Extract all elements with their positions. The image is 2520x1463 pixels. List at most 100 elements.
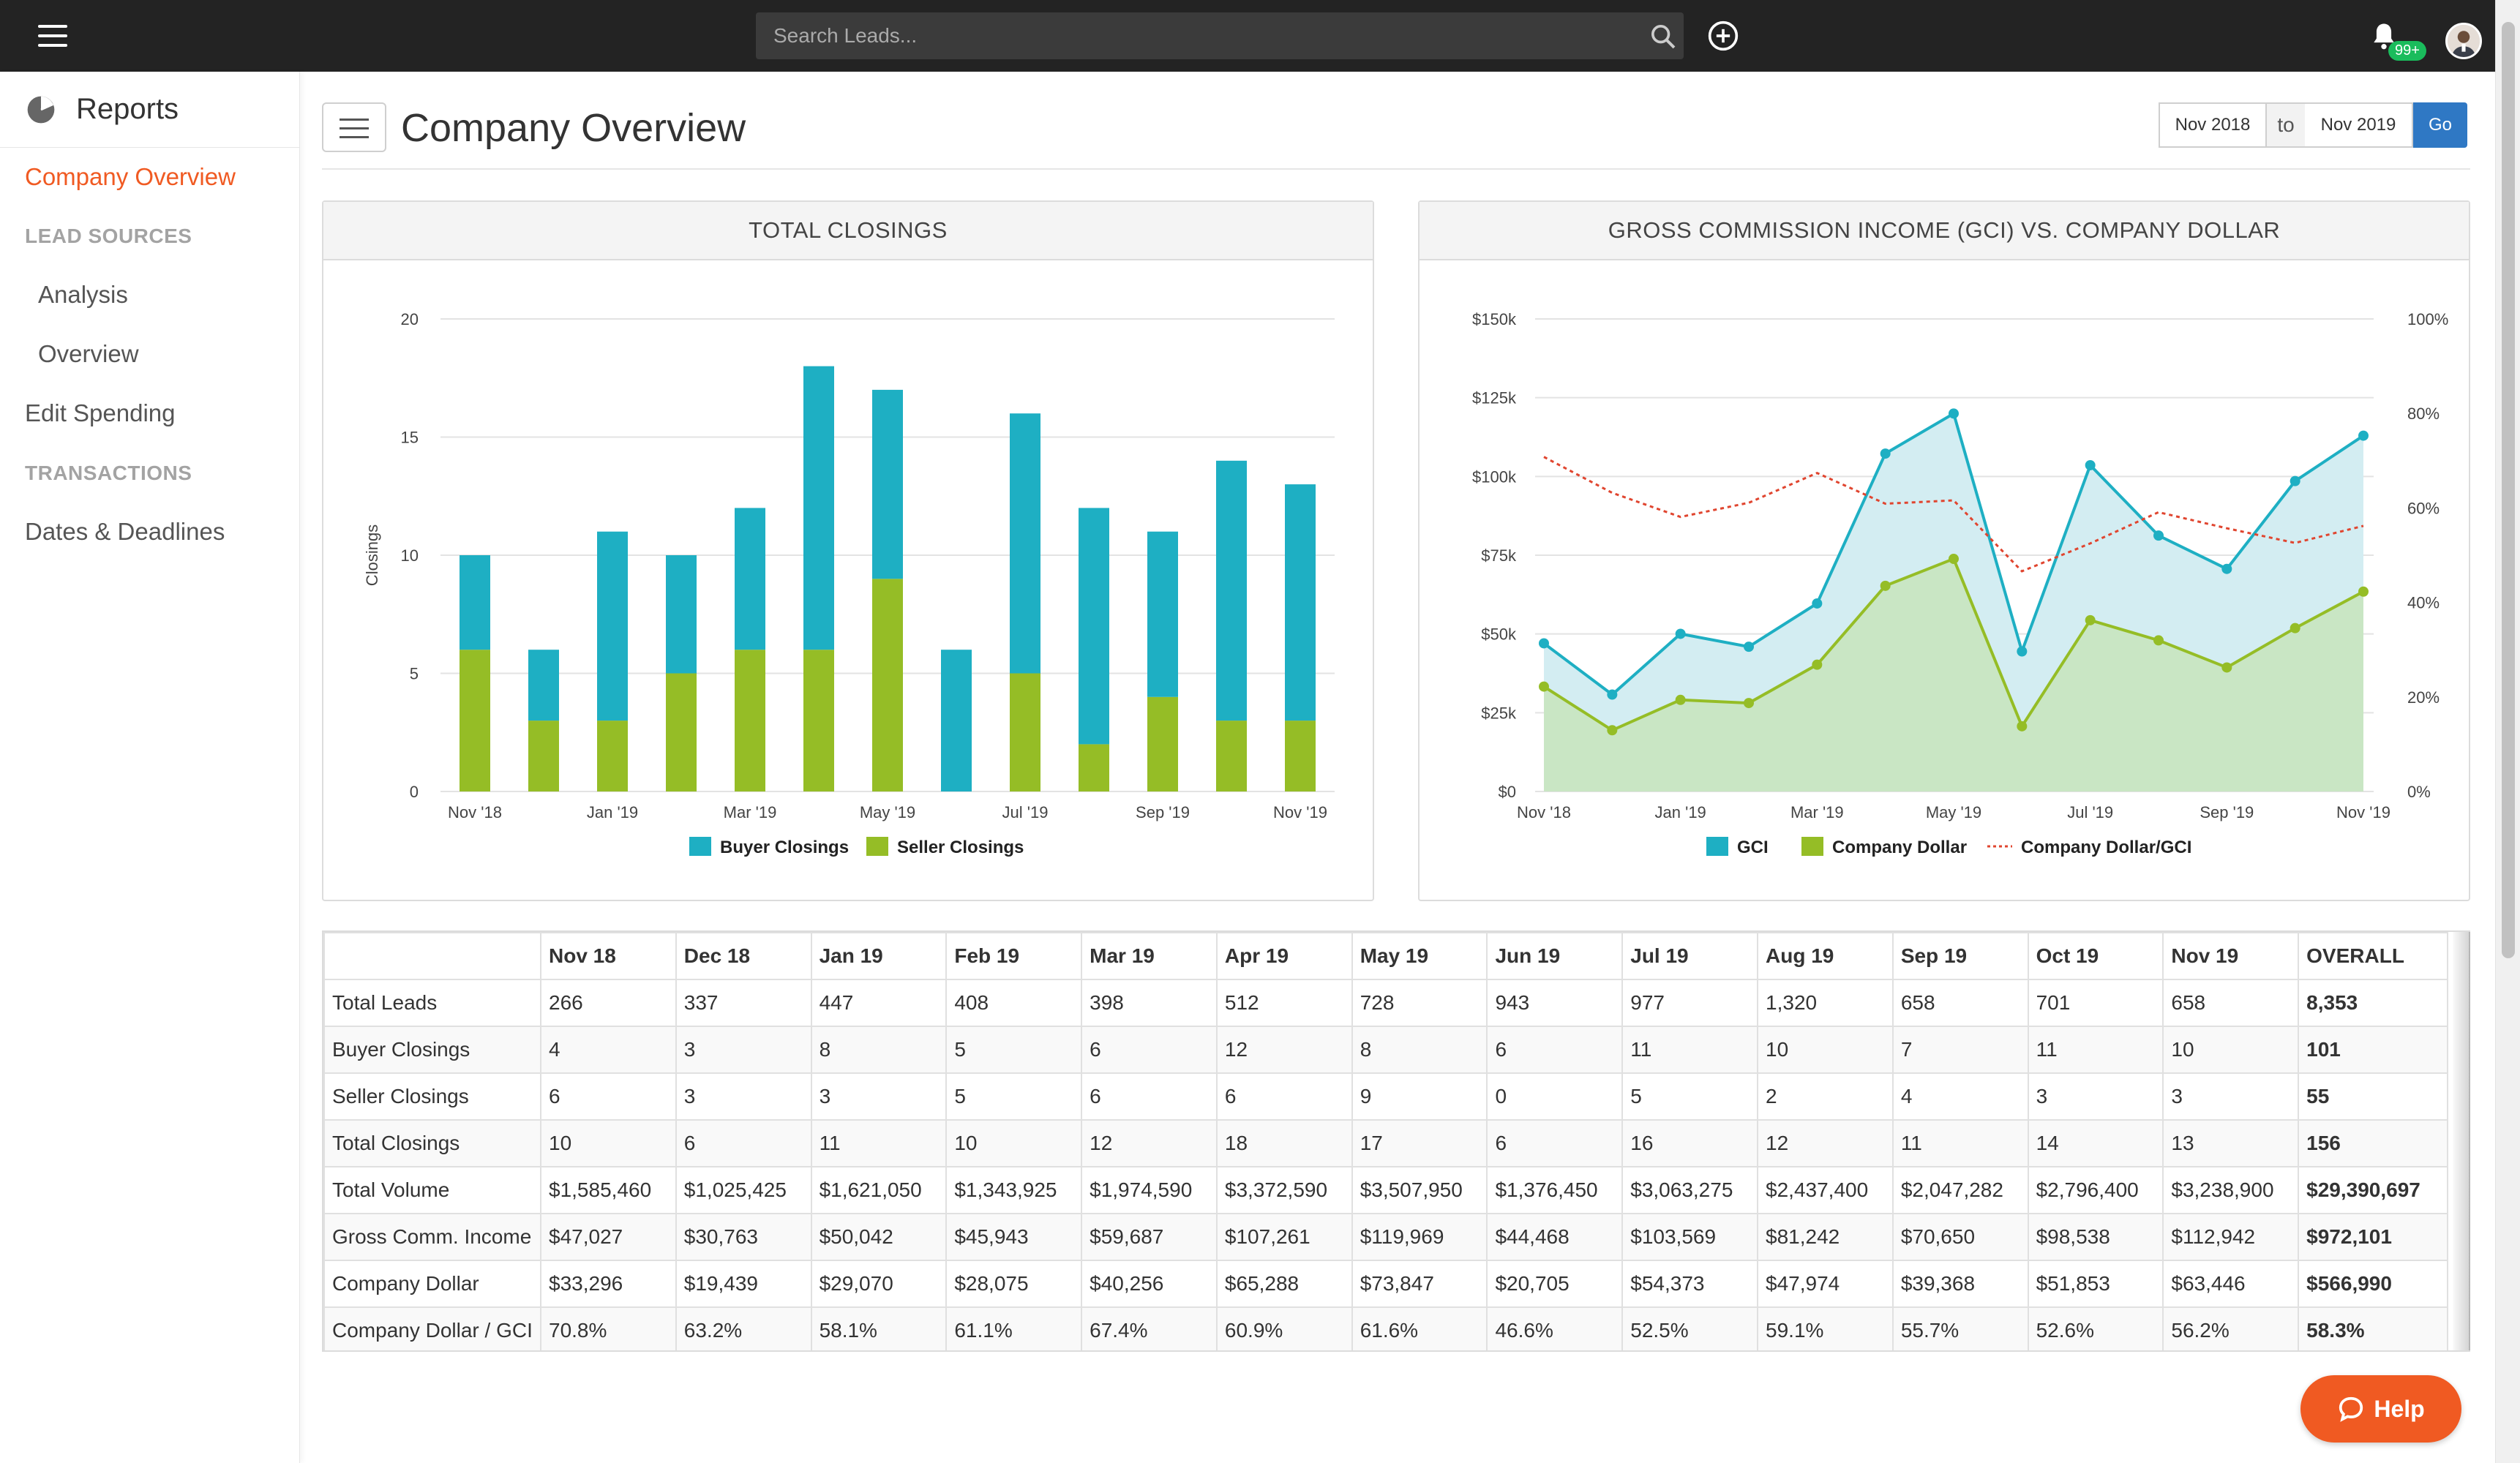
pie-chart-icon bbox=[27, 96, 55, 123]
legend-swatch-buyer bbox=[689, 837, 711, 856]
total-closings-chart: 0 5 10 15 20 Closings Nov '18 Jan '19 Mar '19 May… bbox=[363, 310, 1335, 857]
total-closings-title: TOTAL CLOSINGS bbox=[323, 202, 1373, 260]
bar-buyer bbox=[735, 508, 765, 650]
column-header: Apr 19 bbox=[1215, 932, 1353, 980]
row-label: Buyer Closings bbox=[323, 1026, 541, 1074]
column-header: Jan 19 bbox=[810, 932, 948, 980]
gci-point bbox=[2085, 459, 2096, 470]
column-header: Jul 19 bbox=[1621, 932, 1759, 980]
x-tick-label: May '19 bbox=[860, 803, 915, 821]
table-cell: 9 bbox=[1351, 1072, 1488, 1121]
scrollbar-thumb[interactable] bbox=[2502, 22, 2515, 958]
page-scrollbar[interactable] bbox=[2495, 0, 2520, 1463]
x-tick-label: Jan '19 bbox=[1655, 803, 1706, 821]
bar-seller bbox=[735, 650, 765, 791]
bell-icon[interactable] bbox=[2368, 19, 2400, 53]
search-icon[interactable] bbox=[1649, 22, 1678, 51]
row-label: Company Dollar / GCI bbox=[323, 1306, 541, 1350]
company-dollar-point bbox=[2153, 635, 2164, 646]
table-scroll-shadow bbox=[2453, 932, 2470, 1350]
company-dollar-point bbox=[2085, 614, 2096, 625]
table-cell: $33,296 bbox=[540, 1260, 677, 1308]
table-cell: $1,376,450 bbox=[1486, 1166, 1624, 1214]
legend-swatch-seller bbox=[866, 837, 888, 856]
x-tick-label: Nov '18 bbox=[1517, 803, 1571, 821]
x-tick-label: May '19 bbox=[1926, 803, 1981, 821]
help-button[interactable]: Help bbox=[2300, 1375, 2461, 1443]
y2-tick-label: 60% bbox=[2407, 499, 2440, 517]
table-row: Company Dollar $33,296 $19,439 $29,070 $28,0… bbox=[323, 1260, 2448, 1308]
bar-seller bbox=[872, 579, 903, 791]
gci-point bbox=[1675, 628, 1686, 639]
table-cell: 16 bbox=[1621, 1119, 1759, 1167]
row-label: Seller Closings bbox=[323, 1072, 541, 1121]
company-dollar-point bbox=[2221, 662, 2232, 673]
gci-point bbox=[2153, 530, 2164, 541]
menu-toggle-button[interactable] bbox=[322, 102, 386, 152]
table-cell: $39,368 bbox=[1891, 1260, 2029, 1308]
go-button[interactable]: Go bbox=[2413, 102, 2467, 148]
date-from-field[interactable]: Nov 2018 bbox=[2159, 102, 2267, 148]
divider bbox=[322, 168, 2470, 170]
table-cell: $2,437,400 bbox=[1757, 1166, 1894, 1214]
table-cell: 6 bbox=[1486, 1026, 1624, 1074]
avatar[interactable] bbox=[2445, 23, 2482, 59]
table-cell: 59.1% bbox=[1757, 1306, 1894, 1350]
date-to-field[interactable]: Nov 2019 bbox=[2305, 102, 2413, 148]
table-header-row: Nov 18 Dec 18 Jan 19 Feb 19 Mar 19 Apr 19 May … bbox=[323, 932, 2448, 980]
column-header: Mar 19 bbox=[1081, 932, 1218, 980]
gci-point bbox=[1539, 638, 1549, 649]
legend-label: Seller Closings bbox=[897, 838, 1024, 857]
table-cell: $1,621,050 bbox=[810, 1166, 948, 1214]
table-cell: $51,853 bbox=[2027, 1260, 2164, 1308]
table-cell: 11 bbox=[1621, 1026, 1759, 1074]
sidebar-item-analysis[interactable]: Analysis bbox=[38, 281, 128, 308]
total-closings-panel: TOTAL CLOSINGS 0 5 10 15 20 Closings Nov '18 Ja… bbox=[322, 200, 1374, 901]
x-tick-label: Jul '19 bbox=[2067, 803, 2113, 821]
row-label: Company Dollar bbox=[323, 1260, 541, 1308]
table-cell: 70.8% bbox=[540, 1306, 677, 1350]
table-cell: 14 bbox=[2027, 1119, 2164, 1167]
table-cell: $112,942 bbox=[2162, 1213, 2300, 1261]
sidebar-item-edit-spending[interactable]: Edit Spending bbox=[25, 399, 176, 426]
bar-seller bbox=[1079, 744, 1109, 791]
y-tick-label: 0 bbox=[410, 783, 419, 801]
table-cell: 266 bbox=[540, 979, 677, 1027]
sidebar-item-dates-deadlines[interactable]: Dates & Deadlines bbox=[25, 518, 225, 545]
table-cell: 58.1% bbox=[810, 1306, 948, 1350]
table-cell: $30,763 bbox=[675, 1213, 812, 1261]
top-bar: 99+ bbox=[0, 0, 2495, 72]
y-tick-label: 10 bbox=[401, 546, 419, 565]
y2-tick-label: 20% bbox=[2407, 688, 2440, 707]
table-cell: 55.7% bbox=[1891, 1306, 2029, 1350]
table-cell: 6 bbox=[1215, 1072, 1353, 1121]
bar-seller bbox=[1147, 696, 1178, 791]
x-tick-label: Mar '19 bbox=[1790, 803, 1844, 821]
table-cell: 10 bbox=[540, 1119, 677, 1167]
overall-cell: $566,990 bbox=[2298, 1260, 2448, 1308]
search-input[interactable] bbox=[756, 12, 1684, 59]
sidebar-header: Reports bbox=[0, 72, 299, 148]
bar-seller bbox=[597, 721, 628, 791]
column-header: Jun 19 bbox=[1486, 932, 1624, 980]
y-tick-label: $125k bbox=[1472, 389, 1517, 407]
overview-table-container[interactable]: Nov 18 Dec 18 Jan 19 Feb 19 Mar 19 Apr 19 May … bbox=[322, 930, 2470, 1352]
plus-circle-icon[interactable] bbox=[1707, 20, 1739, 52]
overall-cell: 58.3% bbox=[2298, 1306, 2448, 1350]
x-tick-label: Jul '19 bbox=[1002, 803, 1049, 821]
table-cell: 56.2% bbox=[2162, 1306, 2300, 1350]
bar-seller bbox=[803, 650, 834, 791]
table-cell: 10 bbox=[945, 1119, 1083, 1167]
sidebar-item-overview[interactable]: Overview bbox=[38, 340, 139, 367]
table-cell: 512 bbox=[1215, 979, 1353, 1027]
table-cell: 3 bbox=[675, 1072, 812, 1121]
table-cell: $28,075 bbox=[945, 1260, 1083, 1308]
hamburger-icon bbox=[323, 104, 385, 138]
table-cell: 2 bbox=[1757, 1072, 1894, 1121]
table-cell: 3 bbox=[675, 1026, 812, 1074]
hamburger-icon[interactable] bbox=[38, 25, 67, 47]
table-cell: 52.5% bbox=[1621, 1306, 1759, 1350]
date-range-picker: Nov 2018 to Nov 2019 Go bbox=[2159, 102, 2467, 148]
y2-tick-label: 80% bbox=[2407, 405, 2440, 423]
sidebar-item-company-overview[interactable]: Company Overview bbox=[25, 163, 236, 190]
